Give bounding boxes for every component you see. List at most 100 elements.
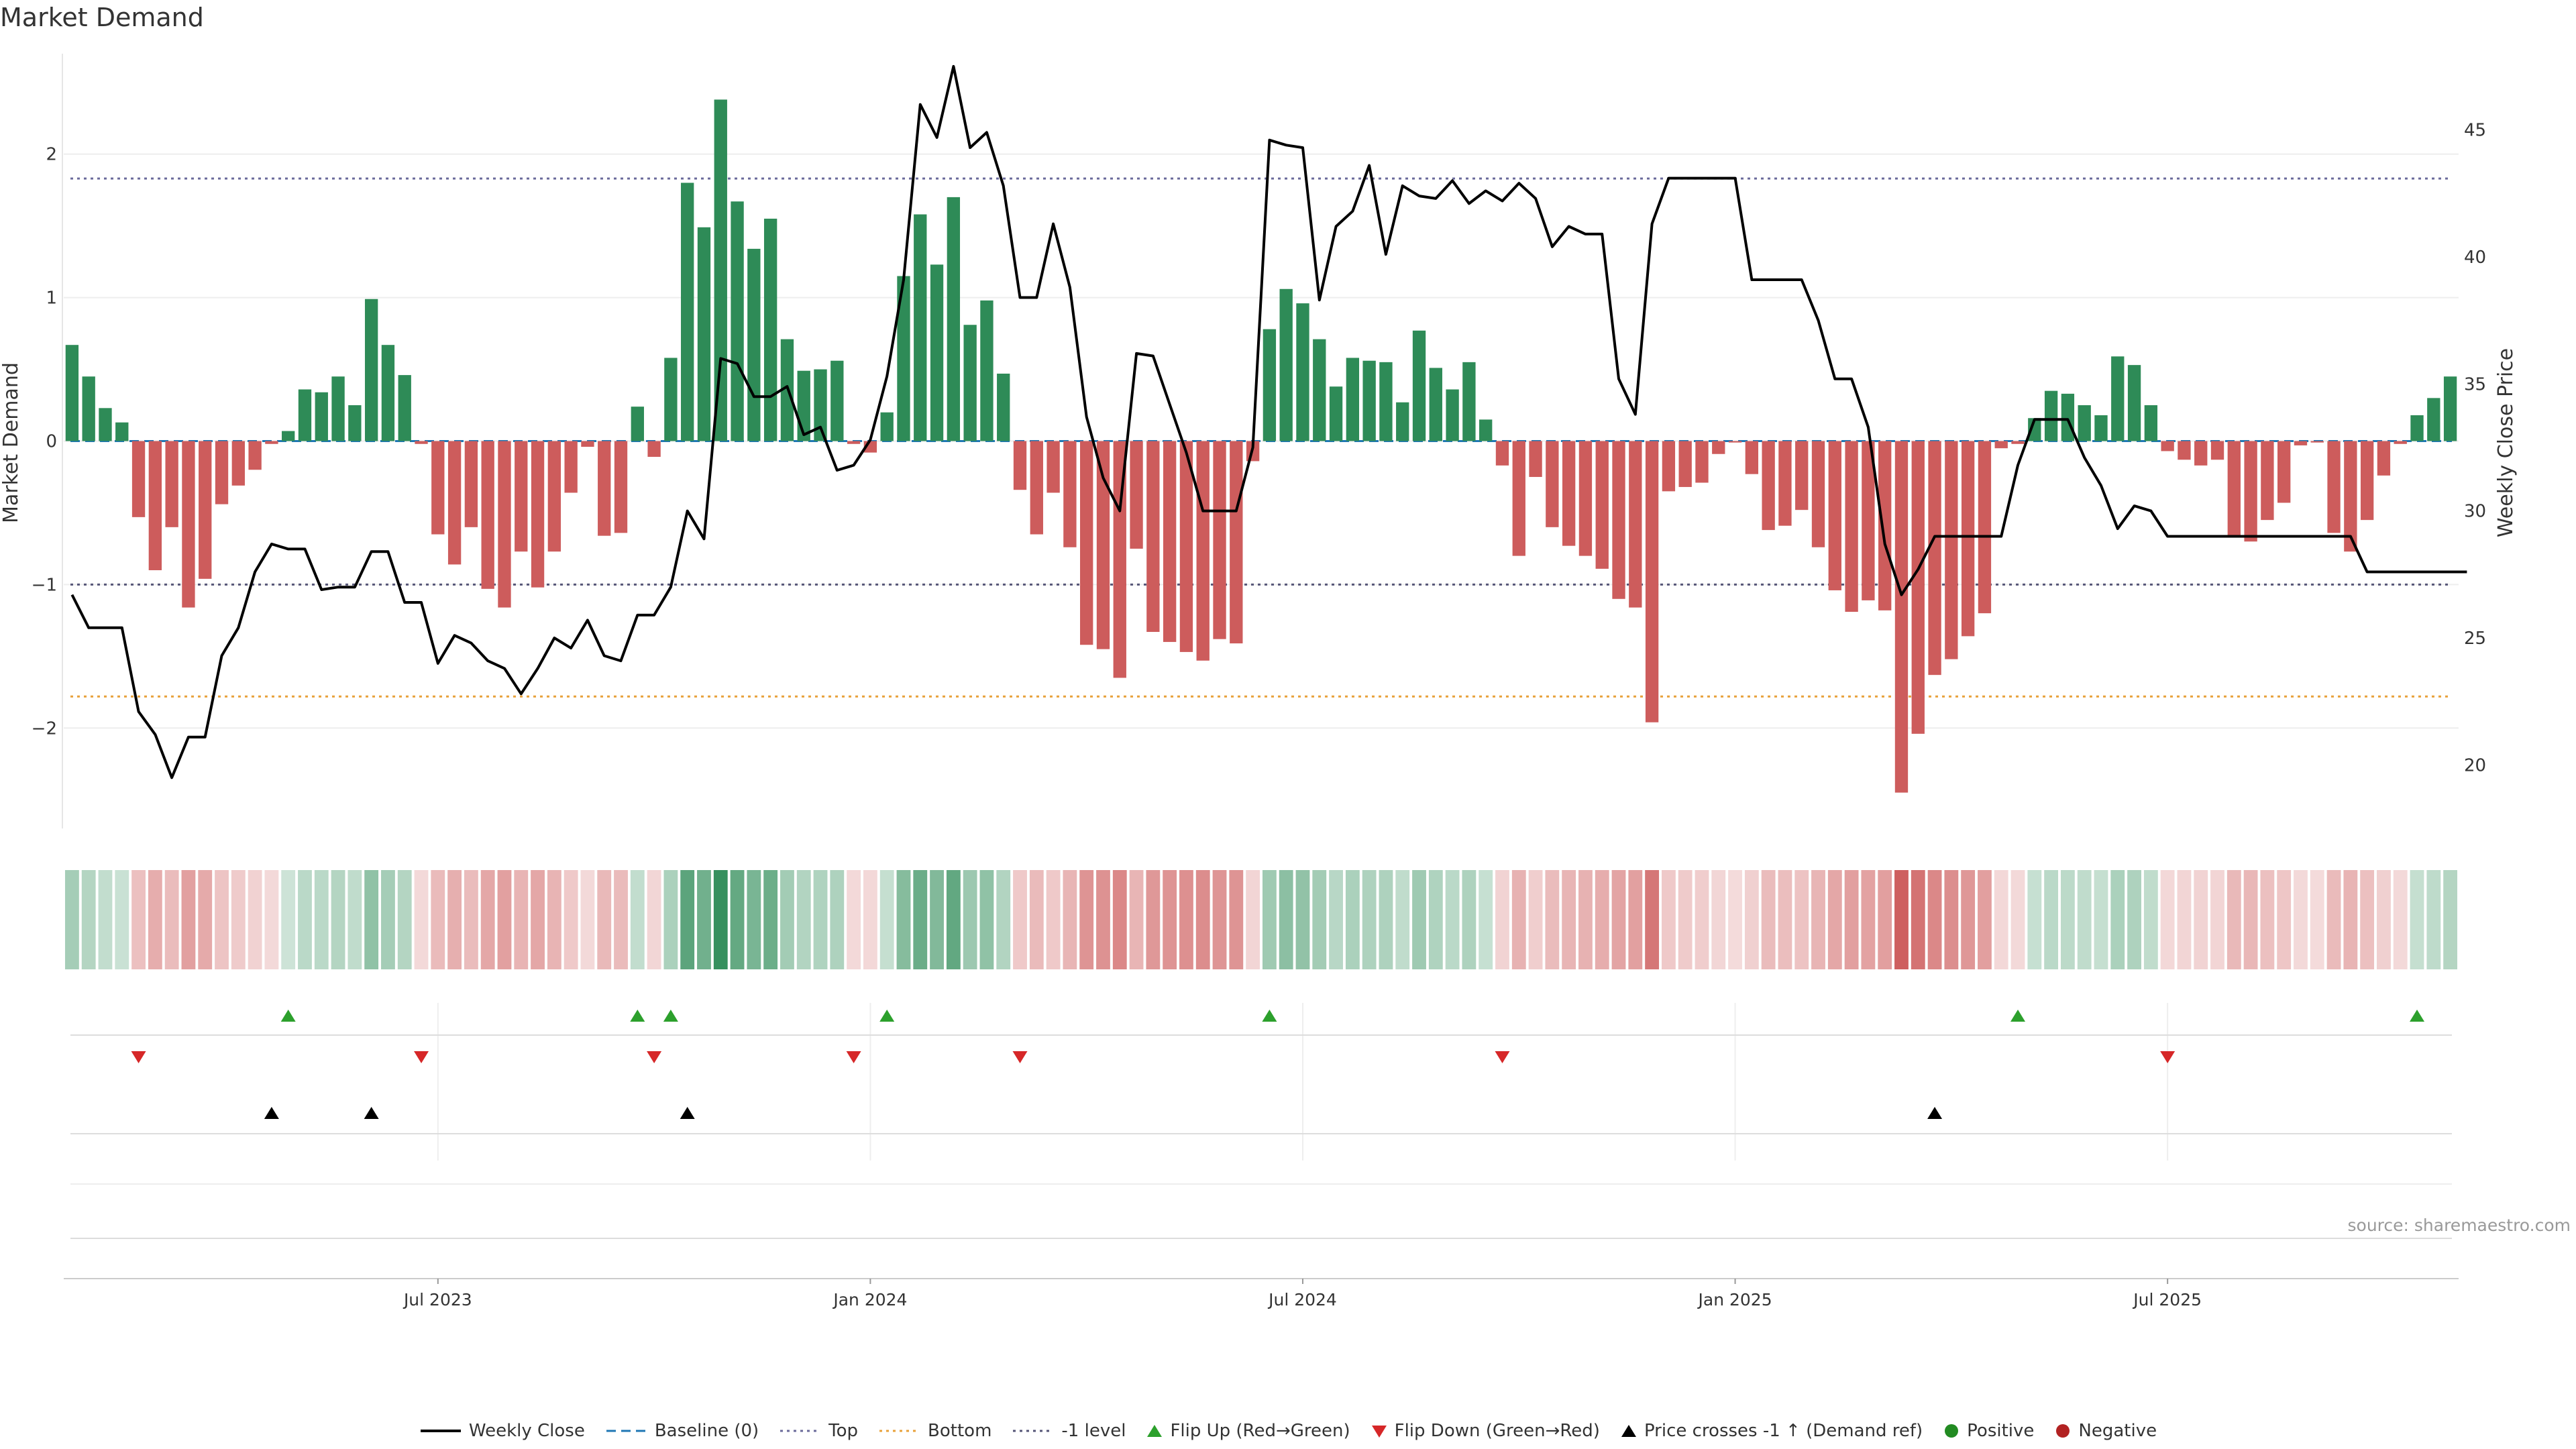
demand-bar xyxy=(2044,390,2058,441)
demand-bar xyxy=(797,370,810,441)
heat-cell xyxy=(1229,870,1244,969)
heat-cell xyxy=(580,870,595,969)
demand-bar xyxy=(2327,441,2341,533)
legend-symbol xyxy=(420,1430,461,1432)
demand-bar xyxy=(897,276,910,441)
heat-cell xyxy=(913,870,928,969)
heat-cell xyxy=(497,870,512,969)
demand-bar xyxy=(1945,441,1958,659)
demand-bar xyxy=(381,345,395,441)
demand-bar xyxy=(697,227,711,441)
demand-bar xyxy=(1146,441,1160,632)
demand-bar xyxy=(431,441,445,535)
demand-bar xyxy=(298,389,312,441)
demand-bar xyxy=(681,182,694,441)
demand-bar xyxy=(1163,441,1177,642)
demand-bar xyxy=(231,441,245,486)
heat-cell xyxy=(431,870,445,969)
heat-cell xyxy=(248,870,262,969)
demand-bar xyxy=(1080,441,1093,645)
heat-cell xyxy=(1129,870,1144,969)
demand-bar xyxy=(1612,441,1625,599)
heat-cell xyxy=(2343,870,2358,969)
legend-symbol xyxy=(1147,1425,1163,1437)
heat-cell xyxy=(298,870,312,969)
demand-bar xyxy=(1046,441,1060,493)
demand-bar xyxy=(1296,303,1309,441)
demand-bar xyxy=(148,441,162,570)
demand-bar xyxy=(1379,362,1393,441)
demand-bar xyxy=(1961,441,1975,637)
demand-bar xyxy=(1013,441,1027,490)
demand-bar xyxy=(182,441,195,608)
heat-cell xyxy=(1479,870,1493,969)
demand-bars xyxy=(65,99,2457,793)
flip-down-marker xyxy=(647,1051,662,1063)
heat-cell xyxy=(2060,870,2075,969)
demand-bar xyxy=(814,369,827,441)
heat-cell xyxy=(647,870,661,969)
heat-cell xyxy=(1046,870,1061,969)
heat-cell xyxy=(663,870,678,969)
left-tick-label: 2 xyxy=(46,145,57,165)
heat-cell xyxy=(2194,870,2208,969)
demand-bar xyxy=(2210,441,2224,460)
legend-label: -1 level xyxy=(1061,1421,1126,1441)
heat-cell xyxy=(1528,870,1543,969)
legend-item: Negative xyxy=(2054,1421,2157,1441)
cross-up-marker xyxy=(364,1107,379,1119)
legend-label: Flip Down (Green→Red) xyxy=(1394,1421,1600,1441)
demand-bar xyxy=(1546,441,1559,527)
heat-cell xyxy=(930,870,944,969)
heat-cell xyxy=(1944,870,1959,969)
heat-cell xyxy=(763,870,778,969)
demand-bar xyxy=(930,264,944,441)
demand-bar xyxy=(847,441,861,444)
demand-bar xyxy=(1446,389,1459,441)
x-tick-label: Jul 2024 xyxy=(1267,1290,1337,1309)
heat-cell xyxy=(1744,870,1759,969)
heat-cell xyxy=(1495,870,1509,969)
right-axis-label: Weekly Close Price xyxy=(2494,348,2518,537)
demand-bar xyxy=(1745,441,1759,474)
legend-item: Bottom xyxy=(878,1421,991,1441)
demand-bar xyxy=(1396,402,1409,441)
demand-bar xyxy=(1429,368,1442,441)
heat-cell xyxy=(1927,870,1942,969)
legend-label: Price crosses -1 ↑ (Demand ref) xyxy=(1644,1421,1923,1441)
heat-cell xyxy=(364,870,379,969)
flip-up-marker xyxy=(630,1010,645,1022)
heat-cell xyxy=(231,870,246,969)
demand-bar xyxy=(1230,441,1243,644)
legend-tri-down xyxy=(1371,1426,1387,1438)
heat-cell xyxy=(381,870,395,969)
demand-bar xyxy=(2111,356,2125,441)
demand-bar xyxy=(165,441,178,527)
legend-dot xyxy=(2056,1424,2070,1438)
heat-cell xyxy=(2443,870,2458,969)
demand-bar xyxy=(731,201,744,441)
heat-cell xyxy=(1163,870,1177,969)
heat-cell xyxy=(1545,870,1560,969)
left-tick-label: 0 xyxy=(46,432,57,452)
demand-bar xyxy=(1130,441,1143,549)
demand-bar xyxy=(1629,441,1642,608)
demand-bar xyxy=(2427,398,2440,441)
demand-bar xyxy=(415,441,428,444)
heat-cell xyxy=(796,870,811,969)
demand-bar xyxy=(282,431,295,441)
demand-bar xyxy=(2377,441,2391,476)
heat-cell xyxy=(1195,870,1210,969)
right-tick-label: 40 xyxy=(2464,248,2486,268)
heat-cell xyxy=(597,870,612,969)
demand-bar xyxy=(2011,441,2025,444)
demand-bar xyxy=(1695,441,1709,483)
heat-cell xyxy=(1146,870,1161,969)
heat-cell xyxy=(64,870,79,969)
heat-cell xyxy=(2010,870,2025,969)
legend-label: Flip Up (Red→Green) xyxy=(1170,1421,1350,1441)
heat-cell xyxy=(1994,870,2008,969)
heat-cell xyxy=(397,870,412,969)
heat-cell xyxy=(879,870,894,969)
